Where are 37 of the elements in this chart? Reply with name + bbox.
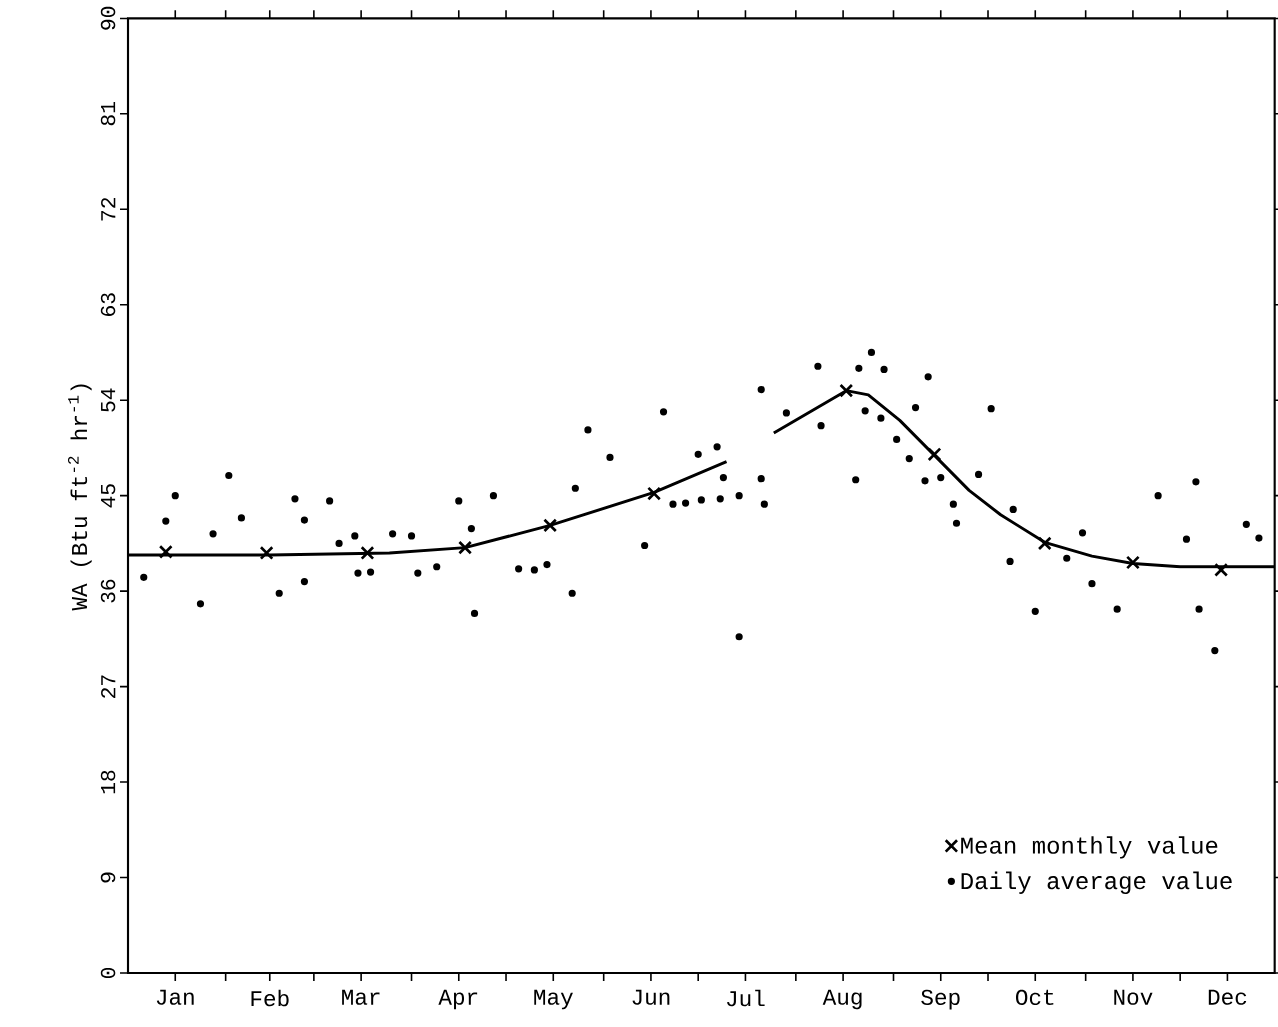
x-tick-label: Sep bbox=[921, 989, 960, 1010]
x-tick-label: May bbox=[534, 989, 573, 1010]
x-tick-label: Nov bbox=[1114, 989, 1153, 1005]
y-tick-label: 27 bbox=[101, 675, 116, 698]
x-tick-label: Jul bbox=[726, 989, 765, 1007]
y-tick-label: 0 bbox=[100, 967, 116, 979]
x-tick-label: Jun bbox=[632, 989, 670, 1005]
point bbox=[543, 518, 558, 533]
x-tick-label: Feb bbox=[251, 989, 289, 1007]
point bbox=[839, 383, 854, 398]
y-axis-title: WA (Btu ft$^{-2}$ hr$^{-1}$) bbox=[67, 384, 92, 611]
x-tick-label: Aug bbox=[822, 989, 862, 1010]
point bbox=[1214, 562, 1229, 577]
point bbox=[1037, 536, 1052, 551]
point bbox=[259, 545, 274, 560]
y-tick-label: 18 bbox=[100, 770, 116, 794]
point bbox=[1125, 555, 1140, 570]
x-tick-label: Jan bbox=[156, 989, 194, 1005]
point bbox=[927, 447, 942, 462]
y-tick-label: 81 bbox=[100, 102, 116, 126]
x-tick-label: Mar bbox=[342, 989, 380, 1005]
legend-label: Mean monthly value bbox=[961, 836, 1218, 859]
point bbox=[458, 540, 473, 555]
y-tick-label: 90 bbox=[100, 6, 116, 30]
x-tick-label: Dec bbox=[1208, 989, 1247, 1005]
y-tick-label: 36 bbox=[100, 579, 116, 603]
legend-label: Daily average value bbox=[961, 871, 1232, 894]
x-tick-label: Apr bbox=[438, 989, 478, 1010]
point bbox=[158, 544, 173, 559]
point bbox=[360, 545, 375, 560]
y-tick-label: 45 bbox=[101, 484, 116, 508]
y-tick-label: 63 bbox=[100, 293, 116, 316]
point bbox=[647, 486, 662, 501]
y-tick-label: 54 bbox=[101, 388, 116, 412]
y-tick-label: 72 bbox=[101, 197, 116, 221]
x-tick-label: Oct bbox=[1015, 989, 1054, 1006]
y-tick-label: 9 bbox=[100, 872, 116, 883]
